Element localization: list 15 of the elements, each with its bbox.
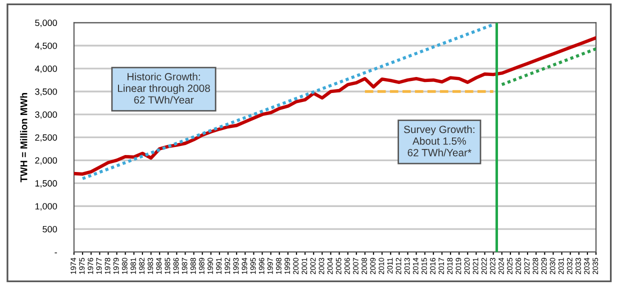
- annotation: Historic Growth: Linear through 2008 62 TWh/Year: [118, 72, 210, 104]
- y-tick-label: 2,500: [35, 134, 57, 142]
- y-tick-label: 4,500: [34, 42, 57, 50]
- annotation: Survey Growth: About 1.5% 62 TWh/Year*: [404, 125, 474, 156]
- line-series: [74, 36, 596, 176]
- y-tick-label: 1,500: [35, 180, 57, 188]
- y-tick-label: 1,000: [35, 203, 57, 211]
- y-tick-label: 5,000: [35, 20, 57, 28]
- y-tick-label: -: [54, 252, 57, 254]
- y-tick-label: 3,500: [35, 88, 57, 96]
- y-tick-label: 4,000: [34, 66, 57, 73]
- y-axis-title: TWH = Million MWh: [20, 92, 28, 182]
- y-tick-label: 500: [42, 226, 57, 232]
- y-tick-label: 2,000: [35, 157, 57, 165]
- y-tick-label: 3,000: [35, 111, 57, 119]
